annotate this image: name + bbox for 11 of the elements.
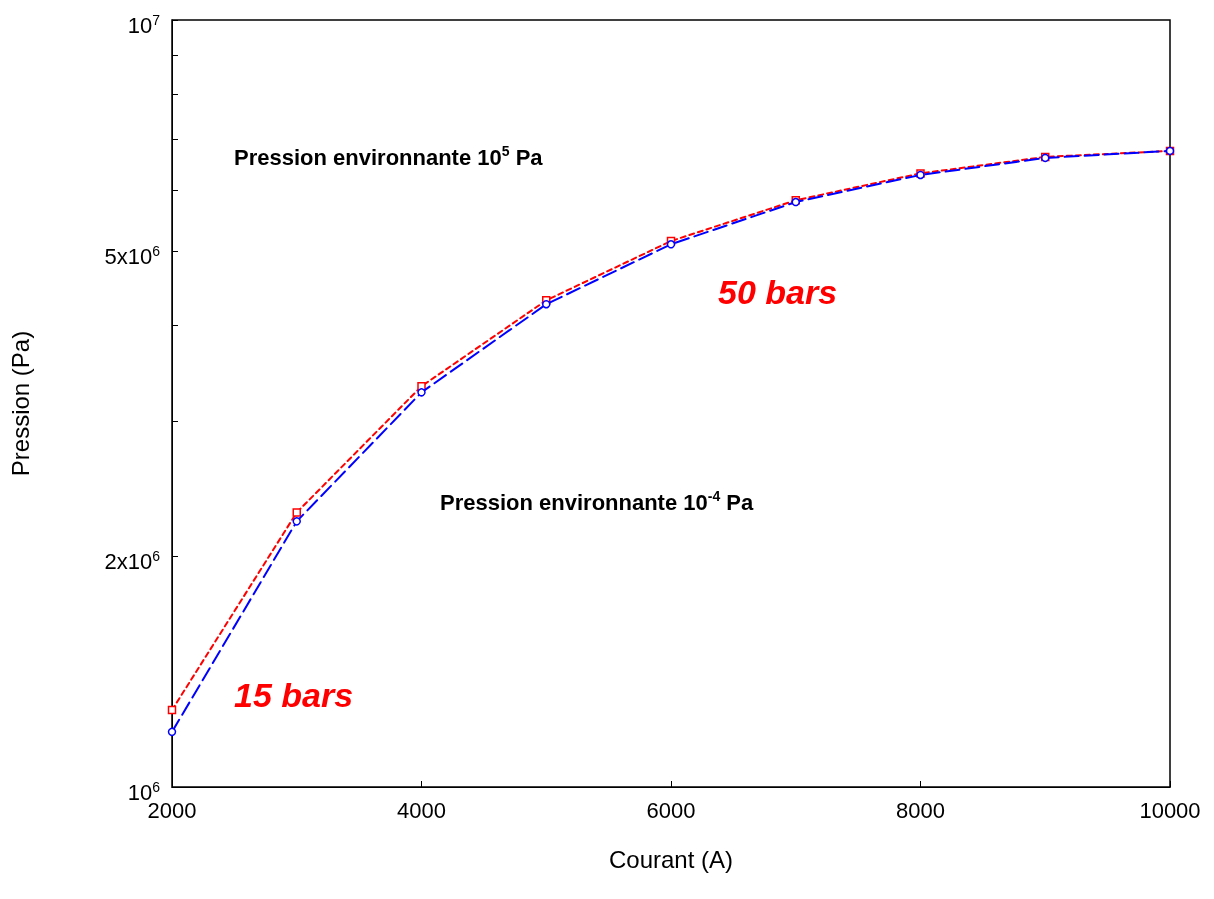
y-tick-label: 2x10$^{6}$ — [104, 547, 160, 577]
x-tick-label: 6000 — [646, 797, 696, 823]
annotation: 50 bars — [718, 273, 838, 311]
x-tick-label: 8000 — [896, 797, 945, 823]
y-tick-label: 10$^{7}$ — [127, 11, 160, 41]
y-tick-label: 5x10$^{6}$ — [104, 241, 160, 272]
x-tick-label: 10000 — [1139, 797, 1201, 823]
annotation: 15 bars — [234, 676, 354, 714]
y-axis-title: Pression (Pa) — [6, 330, 34, 477]
x-tick-label: 4000 — [397, 797, 446, 823]
x-axis-title: Courant (A) — [608, 845, 734, 873]
